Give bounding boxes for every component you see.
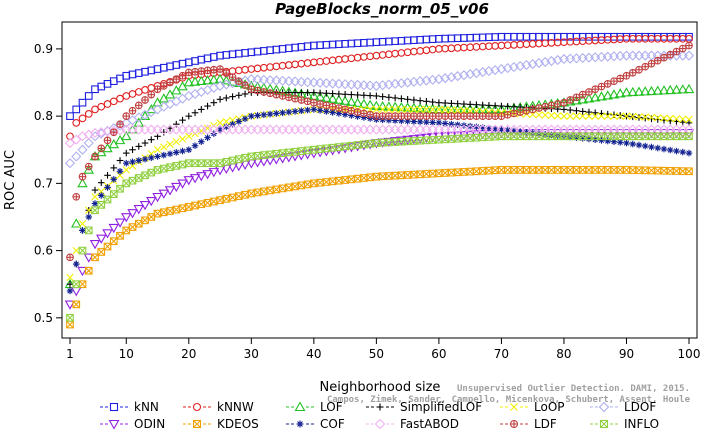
x-tick-label: 70	[494, 347, 509, 361]
legend: kNN kNNW LOF SimplifiedLOF LoOP LDOF ODIN KDEOS…	[100, 400, 659, 431]
x-axis-label: Neighborhood size	[320, 380, 441, 395]
series-knnw-line	[66, 34, 693, 141]
legend-item-loop: LoOP	[500, 400, 565, 414]
y-tick-label: 0.8	[34, 109, 53, 123]
x-tick-label: 50	[369, 347, 384, 361]
y-tick-label: 0.7	[34, 176, 53, 190]
legend-label: FastABOD	[400, 417, 459, 431]
credit-line-1: Unsupervised Outlier Detection. DAMI, 20…	[457, 383, 690, 394]
legend-item-inflo: INFLO	[590, 417, 659, 431]
x-tick-label: 100	[678, 347, 701, 361]
legend-label: LOF	[320, 400, 343, 414]
legend-label: INFLO	[624, 417, 659, 431]
x-tick-label: 30	[244, 347, 259, 361]
series-ldf-line	[66, 41, 693, 262]
y-tick-label: 0.5	[34, 311, 53, 325]
legend-item-simplifiedlof: SimplifiedLOF	[366, 400, 482, 414]
legend-item-knnw: kNNW	[183, 400, 254, 414]
legend-item-ldof: LDOF	[590, 400, 656, 414]
series-kdeos-line	[66, 166, 693, 329]
legend-item-lof: LOF	[286, 400, 343, 414]
legend-label: kNNW	[217, 400, 254, 414]
chart-title: PageBlocks_norm_05_v06	[275, 0, 489, 18]
legend-label: LoOP	[534, 400, 565, 414]
y-tick-label: 0.9	[34, 42, 53, 56]
x-axis: 1 10 20 30 40 50 60 70 80 90 100	[66, 338, 700, 361]
series-layer	[64, 32, 695, 329]
legend-label: ODIN	[134, 417, 165, 431]
legend-label: KDEOS	[217, 417, 259, 431]
legend-item-ldf: LDF	[500, 417, 557, 431]
legend-item-kdeos: KDEOS	[183, 417, 259, 431]
y-axis: 0.5 0.6 0.7 0.8 0.9	[34, 42, 62, 325]
legend-item-knn: kNN	[100, 400, 159, 414]
x-tick-label: 40	[306, 347, 321, 361]
x-tick-label: 90	[619, 347, 634, 361]
legend-label: SimplifiedLOF	[400, 400, 482, 414]
series-inflo-line	[66, 132, 693, 322]
x-tick-label: 80	[556, 347, 571, 361]
legend-label: LDF	[534, 417, 557, 431]
legend-label: LDOF	[624, 400, 656, 414]
y-axis-label: ROC AUC	[3, 150, 18, 210]
legend-item-cof: COF	[286, 417, 345, 431]
x-tick-label: 10	[119, 347, 134, 361]
plot-frame	[61, 21, 698, 339]
legend-label: kNN	[134, 400, 159, 414]
credit-line-2: Campos, Zimek, Sander, Campello, Micenko…	[327, 394, 691, 405]
x-tick-label: 20	[181, 347, 196, 361]
legend-item-odin: ODIN	[100, 417, 165, 431]
x-tick-label: 60	[431, 347, 446, 361]
legend-label: COF	[320, 417, 345, 431]
y-tick-label: 0.6	[34, 244, 53, 258]
legend-item-fastabod: FastABOD	[366, 417, 459, 431]
x-tick-label: 1	[66, 347, 74, 361]
